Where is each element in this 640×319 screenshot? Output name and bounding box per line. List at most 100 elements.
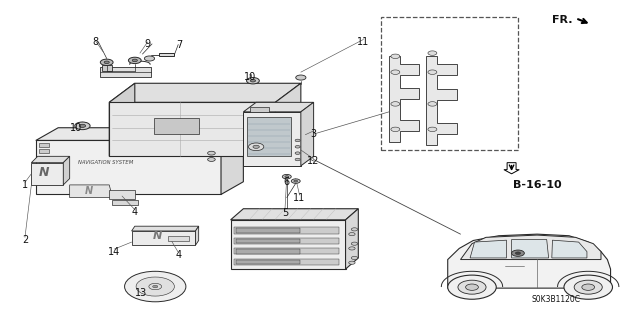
Polygon shape [102,65,112,70]
Circle shape [295,152,300,154]
Text: 3: 3 [310,129,317,139]
Polygon shape [246,117,291,156]
Text: 10: 10 [70,123,82,133]
Text: 11: 11 [357,37,369,47]
Circle shape [574,280,602,294]
Polygon shape [109,102,275,156]
Circle shape [458,280,486,294]
Polygon shape [243,112,301,166]
Polygon shape [448,234,611,288]
Text: 14: 14 [108,247,120,256]
Polygon shape [113,200,138,204]
Polygon shape [159,53,174,56]
Circle shape [295,139,300,142]
Circle shape [564,275,612,299]
Circle shape [349,261,355,264]
Circle shape [253,145,259,148]
Polygon shape [36,128,243,140]
Polygon shape [461,235,601,260]
Circle shape [153,285,158,288]
Circle shape [207,158,215,161]
Text: NAVIGATION SYSTEM: NAVIGATION SYSTEM [79,160,134,165]
Circle shape [145,56,155,61]
Circle shape [282,174,291,179]
Circle shape [295,158,300,161]
Polygon shape [346,209,358,269]
Bar [234,248,339,255]
Bar [236,260,300,264]
Text: N: N [39,166,49,179]
Polygon shape [31,156,70,163]
Text: 6: 6 [284,177,290,187]
Circle shape [207,151,215,155]
Text: 8: 8 [92,37,99,47]
Text: N: N [84,186,93,196]
Bar [234,227,339,234]
Polygon shape [100,67,151,77]
Bar [39,156,49,160]
Text: 13: 13 [135,288,147,298]
Circle shape [428,127,437,131]
Polygon shape [132,231,195,245]
Text: 4: 4 [175,250,181,260]
Bar [236,228,300,233]
Polygon shape [109,190,135,199]
Circle shape [391,127,400,131]
Text: 1: 1 [22,180,28,190]
Polygon shape [70,185,113,197]
Text: 12: 12 [307,156,320,166]
Circle shape [391,102,400,106]
Circle shape [125,271,186,302]
Polygon shape [168,236,189,241]
Circle shape [428,51,437,55]
Polygon shape [230,209,358,220]
Polygon shape [221,128,243,195]
Polygon shape [63,156,70,185]
Bar [236,249,300,254]
Circle shape [351,256,358,260]
Polygon shape [250,107,269,112]
Text: 5: 5 [282,209,288,219]
Text: 4: 4 [132,207,138,217]
Text: 11: 11 [293,193,306,203]
Circle shape [582,284,595,290]
Polygon shape [31,163,63,185]
Circle shape [100,59,113,65]
Bar [381,17,518,150]
Polygon shape [243,102,314,112]
Polygon shape [470,240,506,258]
Circle shape [351,228,358,231]
Circle shape [129,57,141,63]
Bar [234,259,339,265]
Circle shape [291,179,300,183]
Polygon shape [109,83,135,156]
Text: 2: 2 [22,235,28,246]
Circle shape [511,250,524,256]
Circle shape [296,75,306,80]
Text: B-16-10: B-16-10 [513,180,561,190]
Polygon shape [195,226,198,245]
Circle shape [132,59,138,62]
Circle shape [428,70,437,74]
Circle shape [295,145,300,148]
Circle shape [294,180,298,182]
Circle shape [246,78,259,84]
Text: 9: 9 [145,39,150,48]
Circle shape [448,275,496,299]
Polygon shape [426,56,457,145]
Polygon shape [154,118,198,134]
Polygon shape [36,140,221,195]
Polygon shape [389,56,419,142]
Bar [234,238,339,244]
Circle shape [285,176,289,178]
Polygon shape [132,226,198,231]
Circle shape [466,284,478,290]
Text: S0K3B1120C: S0K3B1120C [532,295,580,304]
Circle shape [391,54,400,58]
Circle shape [149,283,162,290]
Circle shape [349,233,355,236]
Bar [39,162,49,166]
Polygon shape [230,220,346,269]
Circle shape [104,61,109,63]
Polygon shape [275,83,301,156]
